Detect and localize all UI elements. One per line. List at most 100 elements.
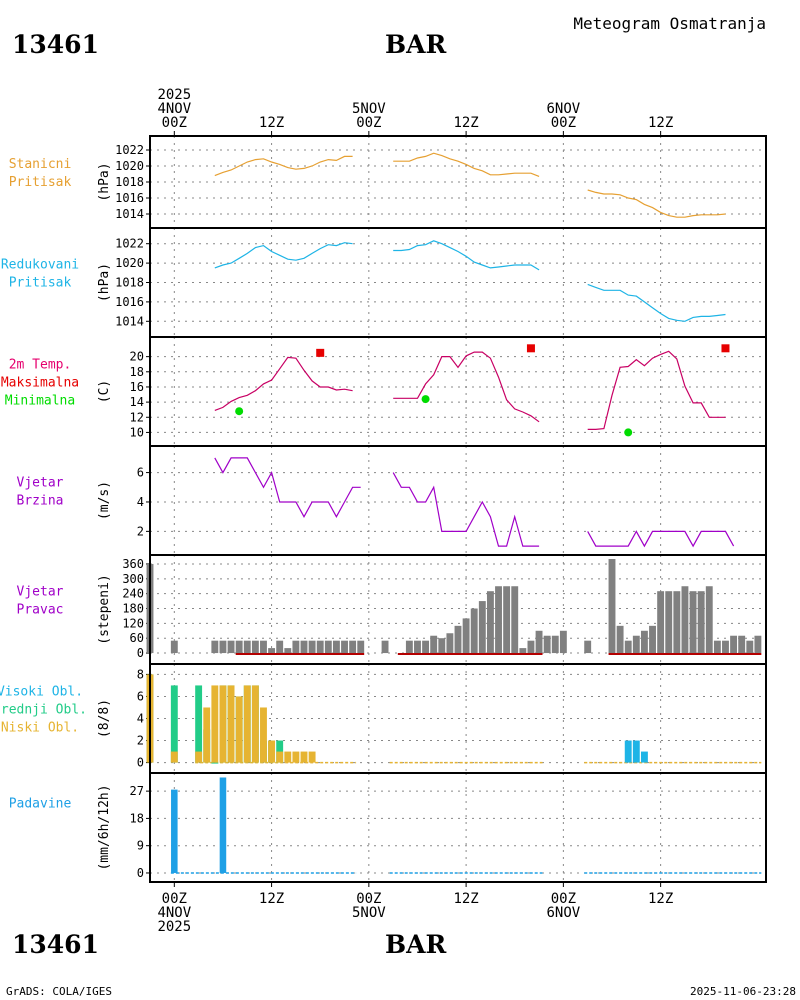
bar (243, 685, 251, 763)
series-line (587, 189, 726, 218)
bar (227, 640, 235, 654)
y-axis-label: (stepeni) (97, 574, 112, 644)
bar (478, 601, 486, 654)
bar (697, 591, 705, 654)
bar (170, 751, 178, 763)
bar (430, 635, 438, 654)
y-tick-label: 60 (130, 631, 144, 645)
x-label-bottom: 12Z (259, 891, 284, 907)
bar (624, 640, 632, 654)
bar (300, 751, 308, 763)
y-tick-label: 6 (137, 466, 144, 480)
y-tick-label: 1020 (115, 256, 144, 270)
panel-title-line: Maksimalna (1, 376, 79, 391)
bar (705, 586, 713, 654)
panel-wind_speed: 2 4 6 (m/s) Vjetar Brzina (17, 445, 767, 556)
x-label-bottom: 5NOV (352, 905, 386, 921)
x-label-bottom: 12Z (648, 891, 673, 907)
bar (616, 625, 624, 654)
bar (511, 586, 519, 654)
bar (649, 625, 656, 654)
panel-frame (149, 445, 767, 556)
bar (211, 640, 219, 654)
x-label-bottom: 6NOV (547, 905, 581, 921)
x-label-bottom: 12Z (453, 891, 478, 907)
bar (203, 707, 211, 763)
bar (535, 630, 543, 654)
station-name-top: BAR (385, 30, 447, 59)
x-label-top: 12Z (453, 115, 478, 131)
bar (486, 591, 494, 654)
bar (722, 640, 729, 654)
bar (730, 635, 738, 654)
bar (211, 762, 219, 764)
bar (170, 640, 178, 654)
bar (292, 751, 300, 763)
bar (284, 648, 292, 654)
series-line (393, 152, 540, 177)
bar (219, 640, 227, 654)
bar (170, 685, 178, 763)
panel-title-line: Pritisak (9, 276, 72, 291)
bar (446, 633, 454, 654)
y-tick-label: 18 (130, 365, 144, 379)
bar (470, 608, 478, 654)
x-label-bottom: 00Z (551, 891, 576, 907)
y-tick-label: 1014 (115, 207, 144, 221)
bar (349, 640, 357, 654)
y-axis-label: (hPa) (97, 263, 112, 302)
bar (543, 635, 551, 654)
bar (527, 640, 535, 654)
max-temp-marker (316, 348, 325, 357)
x-label-top: 12Z (259, 115, 284, 131)
panel-station_pressure: 1014 1016 1018 1020 1022(hPa) Stanicni Pritisa… (9, 135, 767, 229)
bar (219, 685, 227, 763)
credit-text: GrADS: COLA/IGES (6, 985, 112, 998)
bar (251, 685, 259, 763)
bar (219, 777, 227, 873)
bar (243, 640, 251, 654)
y-tick-label: 1022 (115, 143, 144, 157)
panel-title-line: Redukovani (1, 258, 79, 273)
y-tick-label: 2 (137, 734, 144, 748)
min-temp-marker (421, 395, 430, 404)
bar (584, 640, 592, 654)
bar (405, 640, 413, 654)
bar (211, 685, 219, 763)
bar (462, 618, 470, 654)
bar (495, 586, 502, 654)
bar (292, 640, 300, 654)
y-tick-label: 20 (130, 350, 144, 364)
series-line (214, 155, 353, 177)
timestamp-text: 2025-11-06-23:28 (690, 985, 796, 998)
bar (195, 751, 203, 763)
bar (171, 789, 178, 873)
product-title: Meteogram Osmatranja (573, 14, 766, 33)
y-axis-label: (8/8) (97, 699, 112, 738)
bar (235, 640, 243, 654)
y-tick-label: 240 (122, 587, 144, 601)
bar (308, 640, 316, 654)
bar (673, 591, 681, 654)
bar (640, 630, 648, 654)
panel-title-line: Vjetar (17, 476, 64, 491)
panel-title-line: Padavine (9, 797, 72, 812)
panel-frame (149, 336, 767, 447)
y-tick-label: 1016 (115, 295, 144, 309)
y-tick-label: 8 (137, 667, 144, 681)
bar (681, 586, 689, 654)
series-line (393, 351, 540, 423)
y-tick-label: 10 (130, 425, 144, 439)
y-tick-label: 4 (137, 495, 144, 509)
max-temp-marker (721, 344, 730, 353)
y-tick-label: 1018 (115, 175, 144, 189)
panel-title-line: 2m Temp. (9, 358, 72, 373)
y-tick-label: 6 (137, 689, 144, 703)
bar (665, 591, 673, 654)
panel-title-line: Visoki Obl. (0, 685, 83, 700)
y-tick-label: 120 (122, 616, 144, 630)
bar (738, 635, 746, 654)
y-tick-label: 16 (130, 380, 144, 394)
bar (608, 559, 616, 654)
